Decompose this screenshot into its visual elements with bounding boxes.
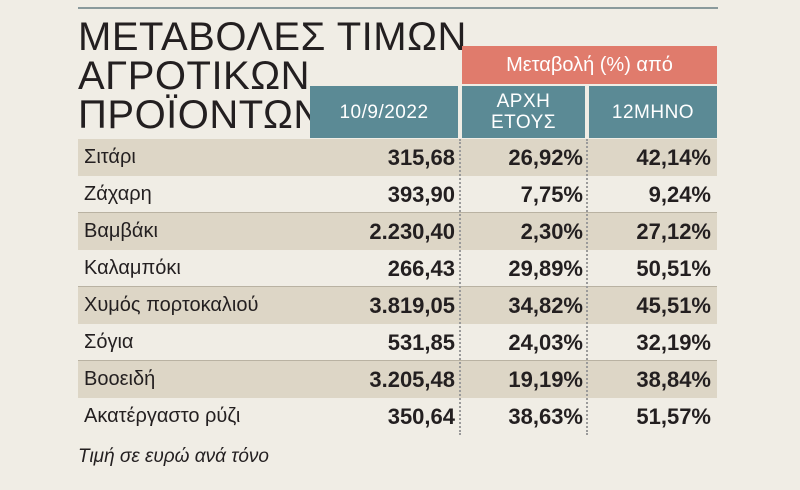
table-row: Βοοειδή 3.205,48 19,19% 38,84% [78,361,717,398]
row-commodity: Βαμβάκι [84,220,158,242]
row-divider [78,360,717,361]
row-price: 2.230,40 [369,218,455,244]
price-table: Σιτάρι 315,68 26,92% 42,14% Ζάχαρη 393,9… [78,139,717,435]
row-yoy-change: 9,24% [648,181,711,207]
unit-footnote: Τιμή σε ευρώ ανά τόνο [78,446,269,467]
row-price: 393,90 [387,181,455,207]
row-commodity: Ακατέργαστο ρύζι [84,405,241,427]
row-ytd-change: 29,89% [508,255,583,281]
column-divider [586,139,588,435]
row-yoy-change: 42,14% [636,144,711,170]
row-ytd-change: 2,30% [520,218,583,244]
row-commodity: Χυμός πορτοκαλιού [84,294,259,316]
row-price: 315,68 [387,144,455,170]
change-group-header: Μεταβολή (%) από [462,46,717,84]
table-row: Καλαμπόκι 266,43 29,89% 50,51% [78,250,717,287]
column-header-12-month: 12ΜΗΝΟ [589,86,717,138]
title-line-1: ΜΕΤΑΒΟΛΕΣ ΤΙΜΩΝ [78,15,467,59]
row-price: 350,64 [387,403,455,429]
table-row: Ακατέργαστο ρύζι 350,64 38,63% 51,57% [78,398,717,435]
year-start-line-1: ΑΡΧΗ [496,91,551,112]
row-commodity: Βοοειδή [84,368,156,390]
title-line-2: ΑΓΡΟΤΙΚΩΝ [78,54,311,98]
row-commodity: Ζάχαρη [84,183,152,205]
table-row: Χυμός πορτοκαλιού 3.819,05 34,82% 45,51% [78,287,717,324]
row-ytd-change: 38,63% [508,403,583,429]
row-divider [78,212,717,213]
row-ytd-change: 19,19% [508,366,583,392]
column-header-year-start: ΑΡΧΗ ΕΤΟΥΣ [462,86,585,138]
row-ytd-change: 24,03% [508,329,583,355]
row-price: 3.205,48 [369,366,455,392]
row-price: 531,85 [387,329,455,355]
row-yoy-change: 45,51% [636,292,711,318]
row-yoy-change: 51,57% [636,403,711,429]
table-row: Σιτάρι 315,68 26,92% 42,14% [78,139,717,176]
row-yoy-change: 38,84% [636,366,711,392]
table-title: ΜΕΤΑΒΟΛΕΣ ΤΙΜΩΝ ΑΓΡΟΤΙΚΩΝ ΠΡΟΪΟΝΤΩΝ [78,15,467,137]
row-commodity: Σιτάρι [84,146,136,168]
row-price: 266,43 [387,255,455,281]
row-commodity: Καλαμπόκι [84,257,181,279]
row-ytd-change: 26,92% [508,144,583,170]
row-yoy-change: 50,51% [636,255,711,281]
table-row: Ζάχαρη 393,90 7,75% 9,24% [78,176,717,213]
table-row: Σόγια 531,85 24,03% 32,19% [78,324,717,361]
row-yoy-change: 32,19% [636,329,711,355]
table-row: Βαμβάκι 2.230,40 2,30% 27,12% [78,213,717,250]
row-divider [78,286,717,287]
title-line-3: ΠΡΟΪΟΝΤΩΝ [78,93,323,137]
row-yoy-change: 27,12% [636,218,711,244]
column-divider [459,139,461,435]
row-price: 3.819,05 [369,292,455,318]
row-ytd-change: 34,82% [508,292,583,318]
top-divider [78,7,718,9]
column-header-date: 10/9/2022 [310,86,458,138]
row-commodity: Σόγια [84,331,134,353]
year-start-line-2: ΕΤΟΥΣ [490,112,557,133]
row-ytd-change: 7,75% [520,181,583,207]
